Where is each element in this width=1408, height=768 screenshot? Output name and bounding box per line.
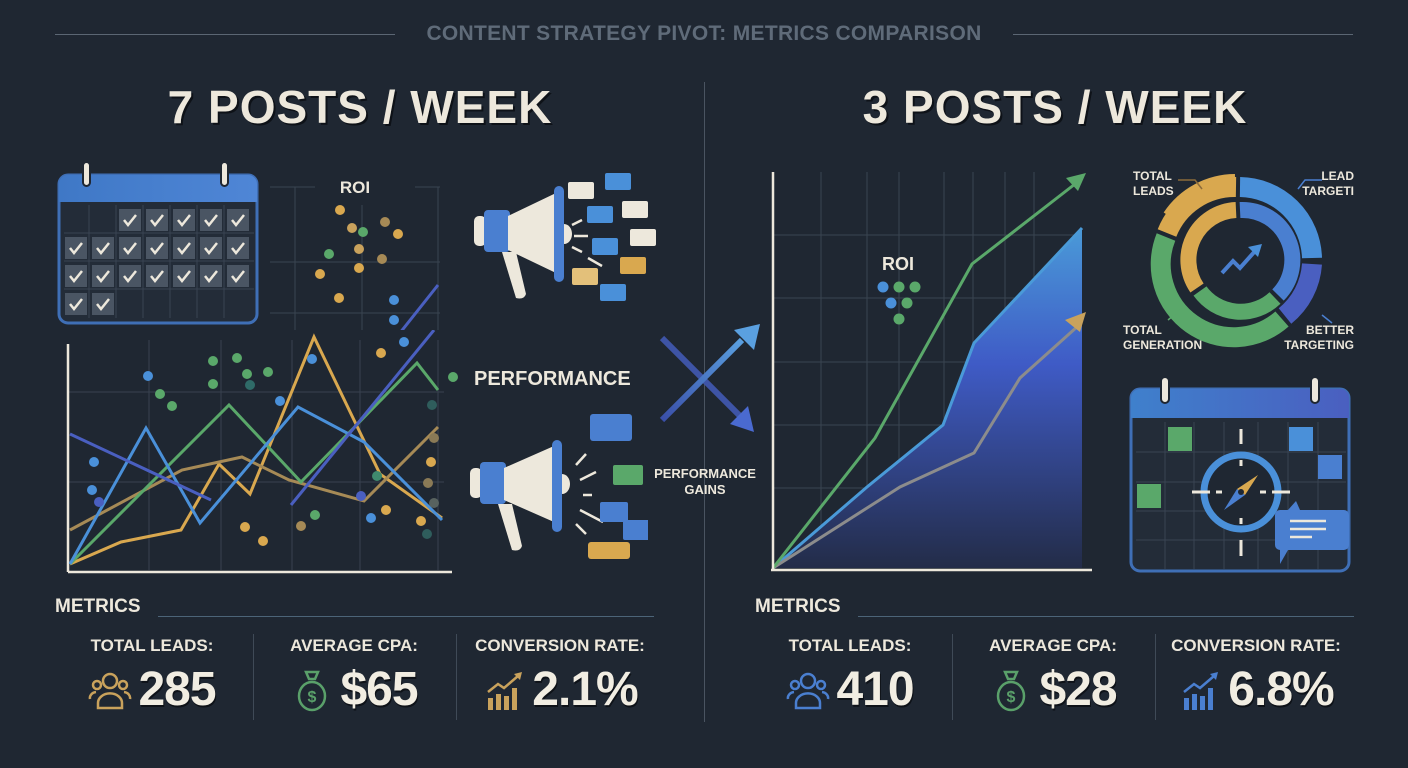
right-metrics-rule [858,616,1354,617]
donut-label-better: BETTER [1306,323,1354,337]
right-title: 3 POSTS / WEEK [862,81,1248,133]
right-metric-total-leads: TOTAL LEADS: 410 [750,636,950,717]
center-divider [704,82,705,722]
right-metric-conversion-rate: CONVERSION RATE: 6.8% [1156,636,1356,717]
donut-label-targeting: TARGETING [1284,338,1354,352]
left-roi-label: ROI [340,178,370,197]
bar-trend-icon [1183,671,1219,710]
metric-label: AVERAGE CPA: [290,636,418,655]
header-rule-right [1013,34,1353,35]
leads-donut-chart: TOTAL LEADS LEAD TARGETI TOTAL GENERATIO… [1123,169,1354,352]
metric-label: CONVERSION RATE: [1171,636,1341,655]
performance-gains-label: PERFORMANCE GAINS [645,466,765,498]
money-bag-icon: $ [997,670,1026,711]
metric-label: TOTAL LEADS: [788,636,912,655]
performance-label: PERFORMANCE [474,368,631,390]
green-dot [448,372,458,382]
metric-separator [456,634,457,720]
users-icon [89,672,132,709]
metric-value: 285 [138,663,216,716]
metric-label: TOTAL LEADS: [90,636,214,655]
bar-trend-icon [487,671,523,710]
metric-separator [253,634,254,720]
calendar-checked-icon [57,161,259,325]
right-metric-average-cpa: AVERAGE CPA: $ $28 [953,636,1153,717]
gains-label-line2: GAINS [684,482,726,497]
donut-label-total-2: TOTAL [1123,323,1162,337]
calendar-compass-icon [1129,376,1351,573]
donut-label-targeti: TARGETI [1302,184,1354,198]
right-roi-area-chart: ROI [771,172,1092,572]
metric-separator [1155,634,1156,720]
left-metric-total-leads: TOTAL LEADS: 285 [52,636,252,717]
left-metric-conversion-rate: CONVERSION RATE: 2.1% [460,636,660,717]
gains-label-line1: PERFORMANCE [654,466,756,481]
metric-value: 6.8% [1228,663,1334,716]
metric-value: 2.1% [532,663,638,716]
left-metric-average-cpa: AVERAGE CPA: $ $65 [254,636,454,717]
metric-value: $28 [1039,663,1117,716]
donut-label-generation: GENERATION [1123,338,1202,352]
donut-label-leads: LEADS [1133,184,1174,198]
megaphone-icon-top [474,173,656,301]
left-metrics-title: METRICS [55,596,141,617]
megaphone-icon-bottom [470,414,648,559]
metric-label: AVERAGE CPA: [989,636,1117,655]
right-metrics-title: METRICS [755,596,841,617]
donut-label-lead: LEAD [1321,169,1354,183]
donut-label-total: TOTAL [1133,169,1172,183]
left-performance-chart [66,330,452,574]
right-roi-label: ROI [882,254,914,274]
money-bag-icon: $ [298,670,327,711]
header-rule-left [55,34,395,35]
page-title: CONTENT STRATEGY PIVOT: METRICS COMPARIS… [426,22,982,45]
svg-text:$: $ [308,689,317,706]
pivot-arrows-icon [659,324,760,432]
svg-text:$: $ [1007,689,1016,706]
metric-value: $65 [340,663,418,716]
metric-label: CONVERSION RATE: [475,636,645,655]
left-metrics-rule [158,616,654,617]
left-title: 7 POSTS / WEEK [167,81,553,133]
users-icon [787,672,830,709]
roi-scatter-chart: ROI [270,178,440,330]
metric-value: 410 [836,663,914,716]
metric-separator [952,634,953,720]
